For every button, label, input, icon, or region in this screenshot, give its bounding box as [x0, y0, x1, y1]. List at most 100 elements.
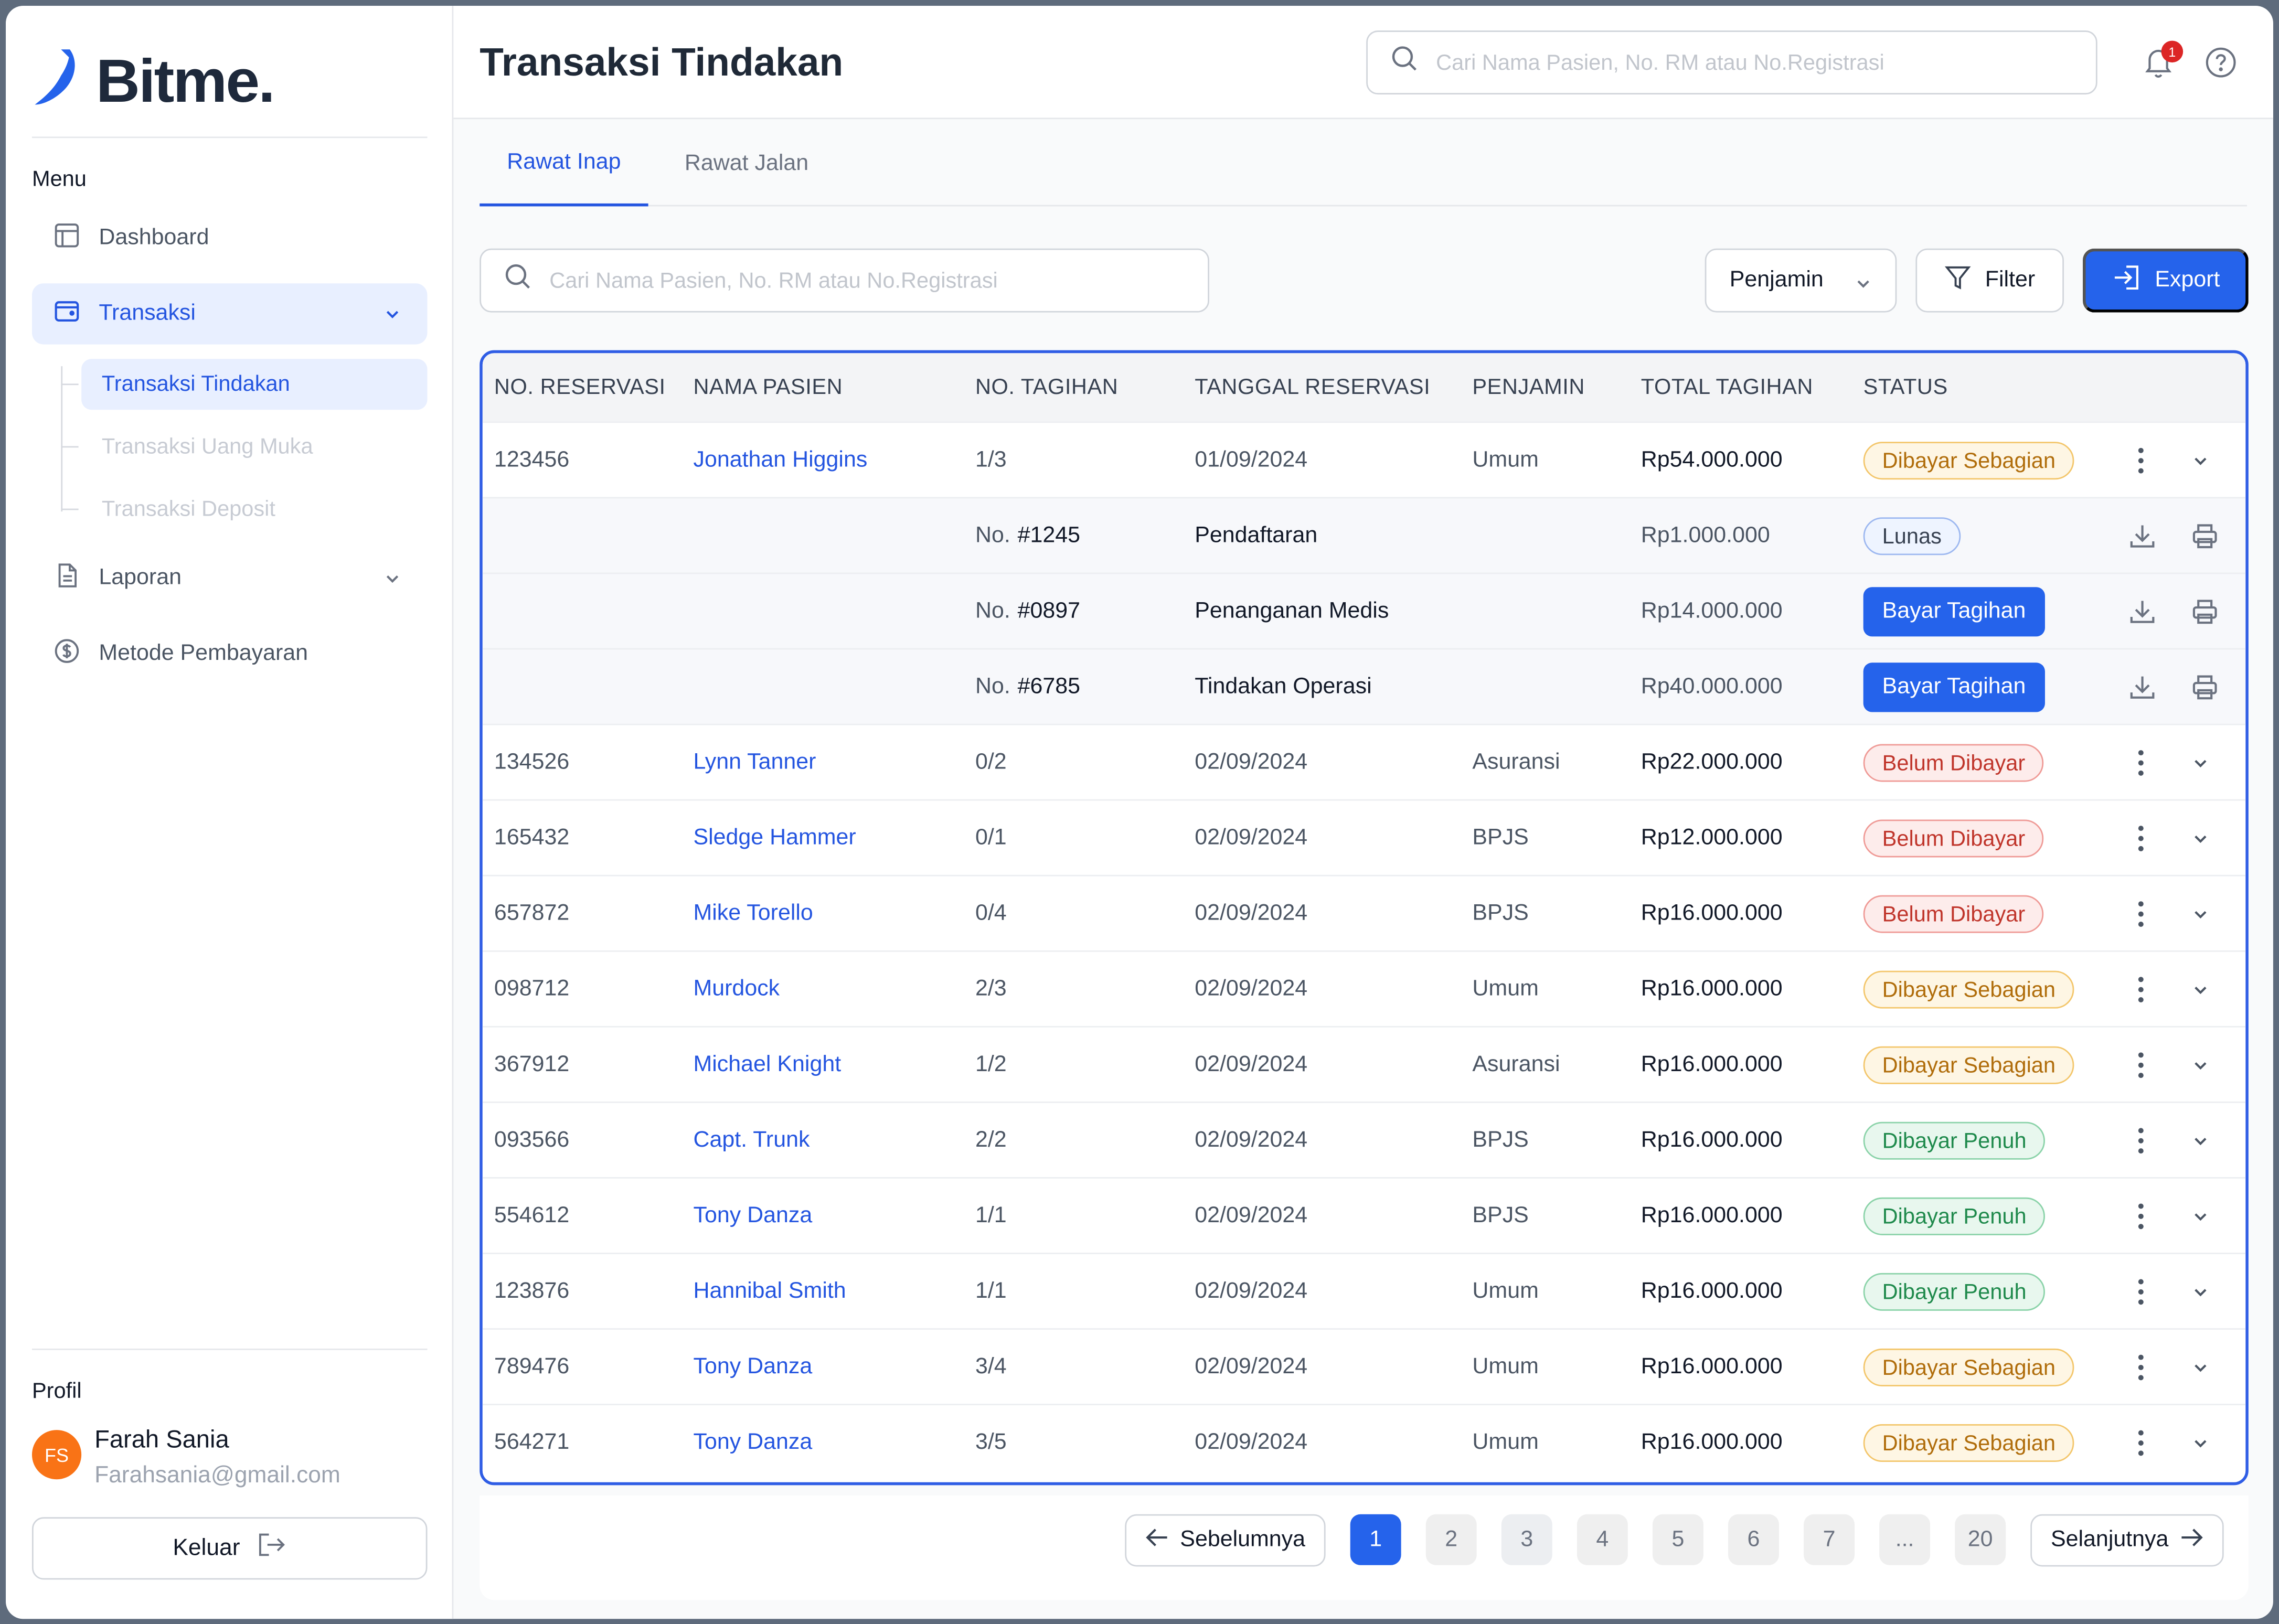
page-number-button[interactable]: 5 [1652, 1514, 1703, 1565]
table-search-input[interactable] [549, 268, 1189, 293]
next-page-button[interactable]: Selanjutnya [2030, 1514, 2224, 1567]
bill-number: No. #6785 [975, 649, 1080, 725]
more-vertical-icon[interactable] [2126, 821, 2155, 856]
guarantor: Asuransi [1472, 750, 1560, 775]
download-icon[interactable] [2126, 596, 2158, 628]
table-search[interactable] [480, 248, 1209, 313]
page-number-button[interactable]: 2 [1425, 1514, 1477, 1565]
penjamin-select[interactable]: Penjamin [1705, 248, 1897, 313]
download-icon[interactable] [2126, 671, 2158, 703]
more-vertical-icon[interactable] [2126, 1199, 2155, 1234]
avatar[interactable]: FS [31, 1430, 82, 1480]
patient-name-link[interactable]: Hannibal Smith [693, 1278, 846, 1304]
chevron-down-icon[interactable] [2186, 1126, 2215, 1155]
more-vertical-icon[interactable] [2126, 1275, 2155, 1309]
page-number-button[interactable]: 4 [1577, 1514, 1628, 1565]
patient-name-link[interactable]: Capt. Trunk [693, 1127, 810, 1152]
printer-icon[interactable] [2189, 520, 2221, 552]
patient-name-link[interactable]: Michael Knight [693, 1052, 842, 1077]
bill-number-value: #0897 [1017, 599, 1081, 624]
table-row[interactable]: 093566 Capt. Trunk 2/2 02/09/2024 BPJS Rp16.0… [482, 1101, 2246, 1178]
bill-count: 1/2 [975, 1052, 1007, 1077]
column-header[interactable]: TOTAL TAGIHAN [1641, 375, 1813, 400]
chevron-down-icon[interactable] [2186, 900, 2215, 928]
sidebar-item-transaksi[interactable]: Transaksi [31, 283, 428, 345]
global-search-input[interactable] [1436, 50, 2076, 75]
search-icon [504, 263, 532, 297]
chevron-down-icon[interactable] [2186, 1051, 2215, 1080]
table-row[interactable]: 165432 Sledge Hammer 0/1 02/09/2024 BPJS Rp12… [482, 799, 2246, 875]
more-vertical-icon[interactable] [2126, 1426, 2155, 1460]
patient-name-link[interactable]: Mike Torello [693, 901, 813, 926]
column-header[interactable]: TANGGAL RESERVASI [1195, 375, 1431, 400]
pay-bill-button[interactable]: Bayar Tagihan [1863, 663, 2045, 712]
patient-name-link[interactable]: Murdock [693, 976, 780, 1001]
sidebar-item-dashboard[interactable]: Dashboard [32, 208, 428, 269]
more-vertical-icon[interactable] [2126, 1048, 2155, 1082]
prev-page-button[interactable]: Sebelumnya [1125, 1514, 1326, 1567]
column-header[interactable]: PENJAMIN [1472, 375, 1585, 400]
table-row[interactable]: 657872 Mike Torello 0/4 02/09/2024 BPJS Rp16.… [482, 874, 2246, 950]
page-number-button[interactable]: 20 [1955, 1514, 2006, 1565]
logout-button[interactable]: Keluar [31, 1517, 428, 1580]
chevron-down-icon[interactable] [2186, 446, 2215, 475]
more-vertical-icon[interactable] [2126, 1350, 2155, 1385]
chevron-down-icon[interactable] [2186, 1202, 2215, 1231]
more-vertical-icon[interactable] [2126, 1124, 2155, 1158]
more-vertical-icon[interactable] [2126, 972, 2155, 1007]
column-header[interactable]: NAMA PASIEN [693, 375, 843, 400]
page-number-button[interactable]: 6 [1728, 1514, 1779, 1565]
table-row[interactable]: 134526 Lynn Tanner 0/2 02/09/2024 Asuransi Rp… [482, 723, 2246, 799]
more-vertical-icon[interactable] [2126, 745, 2155, 780]
bill-count: 3/5 [975, 1430, 1007, 1455]
sidebar-subitem-transaksi-tindakan[interactable]: Transaksi Tindakan [81, 359, 428, 410]
table-row[interactable]: 123876 Hannibal Smith 1/1 02/09/2024 Umum Rp1… [482, 1253, 2246, 1329]
page-number-button[interactable]: 7 [1804, 1514, 1855, 1565]
status-cell: Dibayar Penuh [1863, 1179, 2046, 1254]
sidebar-item-label: Dashboard [99, 225, 209, 250]
patient-name-link[interactable]: Lynn Tanner [693, 750, 816, 775]
column-header[interactable]: NO. TAGIHAN [975, 375, 1119, 400]
page-number-button[interactable]: 3 [1501, 1514, 1552, 1565]
sidebar-item-laporan[interactable]: Laporan [32, 548, 428, 608]
chevron-down-icon[interactable] [2186, 749, 2215, 777]
filter-button[interactable]: Filter [1915, 248, 2064, 313]
chevron-down-icon[interactable] [2186, 1353, 2215, 1382]
patient-name-link[interactable]: Sledge Hammer [693, 825, 856, 850]
chevron-down-icon[interactable] [2186, 1428, 2215, 1457]
chevron-down-icon[interactable] [2186, 824, 2215, 853]
table-row[interactable]: 554612 Tony Danza 1/1 02/09/2024 BPJS Rp16.00… [482, 1177, 2246, 1254]
column-header[interactable]: NO. RESERVASI [494, 375, 666, 400]
status-cell: Dibayar Sebagian [1863, 1405, 2075, 1481]
table-row[interactable]: 564271 Tony Danza 3/5 02/09/2024 Umum Rp16.00… [482, 1404, 2246, 1481]
chevron-down-icon[interactable] [2186, 1277, 2215, 1306]
chevron-down-icon[interactable] [2186, 975, 2215, 1004]
patient-name-link[interactable]: Tony Danza [693, 1203, 813, 1228]
sidebar-item-metode-pembayaran[interactable]: Metode Pembayaran [32, 624, 428, 685]
table-row[interactable]: 789476 Tony Danza 3/4 02/09/2024 Umum Rp16.00… [482, 1328, 2246, 1404]
sidebar-subitem-transaksi-uang-muka[interactable]: Transaksi Uang Muka [101, 434, 313, 460]
patient-name-link[interactable]: Jonathan Higgins [693, 447, 868, 473]
table-row[interactable]: 367912 Michael Knight 1/2 02/09/2024 Asurans… [482, 1025, 2246, 1102]
pay-bill-button[interactable]: Bayar Tagihan [1863, 587, 2045, 637]
sidebar-subitem-transaksi-deposit[interactable]: Transaksi Deposit [101, 497, 275, 522]
table-row[interactable]: 098712 Murdock 2/3 02/09/2024 Umum Rp16.000.0… [482, 950, 2246, 1026]
export-button[interactable]: Export [2082, 248, 2249, 313]
tab-rawat-inap[interactable]: Rawat Inap [480, 122, 648, 207]
more-vertical-icon[interactable] [2126, 896, 2155, 931]
reservation-number: 098712 [494, 976, 570, 1001]
patient-name-link[interactable]: Tony Danza [693, 1354, 813, 1380]
reservation-number: 564271 [494, 1430, 570, 1455]
global-search[interactable] [1366, 30, 2097, 95]
patient-name-link[interactable]: Tony Danza [693, 1430, 813, 1455]
tab-rawat-jalan[interactable]: Rawat Jalan [684, 151, 809, 176]
logo[interactable]: Bitme. [32, 44, 275, 117]
column-header[interactable]: STATUS [1863, 375, 1948, 400]
page-number-button[interactable]: 1 [1350, 1514, 1401, 1565]
printer-icon[interactable] [2189, 671, 2221, 703]
printer-icon[interactable] [2189, 596, 2221, 628]
table-row[interactable]: 123456 Jonathan Higgins 1/3 01/09/2024 Umum R… [482, 421, 2246, 497]
help-icon[interactable] [2205, 47, 2237, 86]
download-icon[interactable] [2126, 520, 2158, 552]
more-vertical-icon[interactable] [2126, 443, 2155, 478]
